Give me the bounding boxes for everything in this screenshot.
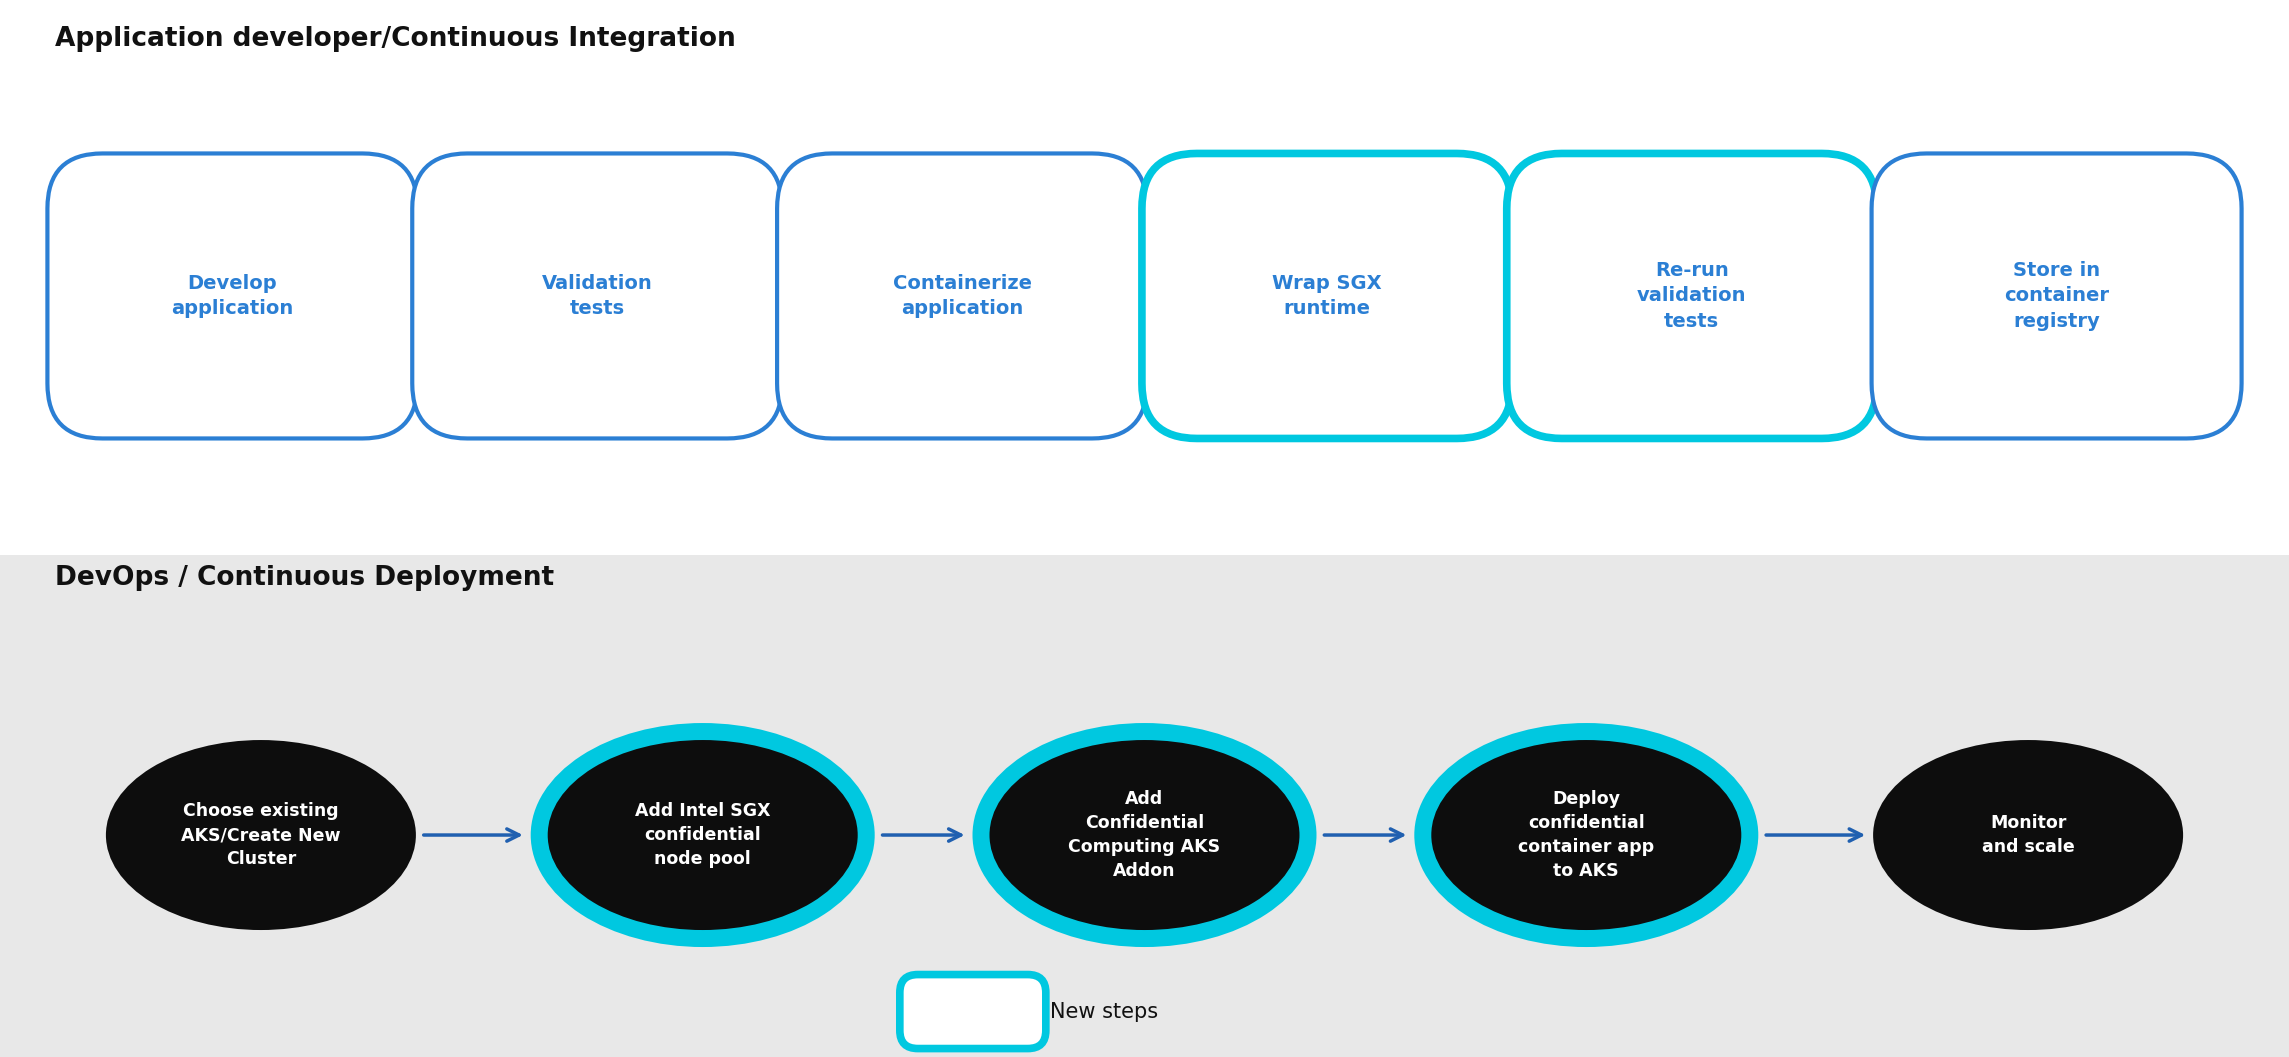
Text: Store in
container
registry: Store in container registry <box>2005 261 2108 331</box>
Text: Application developer/Continuous Integration: Application developer/Continuous Integra… <box>55 26 735 53</box>
Ellipse shape <box>105 740 417 930</box>
Text: Re-run
validation
tests: Re-run validation tests <box>1637 261 1747 331</box>
Text: DevOps / Continuous Deployment: DevOps / Continuous Deployment <box>55 565 554 592</box>
FancyBboxPatch shape <box>412 153 783 439</box>
Ellipse shape <box>1872 740 2184 930</box>
FancyBboxPatch shape <box>900 975 1046 1049</box>
Text: New steps: New steps <box>1051 1002 1158 1021</box>
Text: Wrap SGX
runtime: Wrap SGX runtime <box>1273 274 1383 318</box>
FancyBboxPatch shape <box>1506 153 1877 439</box>
Text: Monitor
and scale: Monitor and scale <box>1982 814 2074 856</box>
Text: Develop
application: Develop application <box>172 274 293 318</box>
Text: Validation
tests: Validation tests <box>542 274 652 318</box>
Ellipse shape <box>1431 740 1742 930</box>
Text: Choose existing
AKS/Create New
Cluster: Choose existing AKS/Create New Cluster <box>181 801 341 869</box>
FancyBboxPatch shape <box>48 153 417 439</box>
Ellipse shape <box>1415 723 1758 947</box>
FancyBboxPatch shape <box>776 153 1147 439</box>
Text: Deploy
confidential
container app
to AKS: Deploy confidential container app to AKS <box>1518 790 1655 880</box>
Text: Containerize
application: Containerize application <box>893 274 1032 318</box>
Ellipse shape <box>547 740 858 930</box>
FancyBboxPatch shape <box>1872 153 2241 439</box>
Bar <box>0 555 2289 1057</box>
Ellipse shape <box>973 723 1316 947</box>
Ellipse shape <box>989 740 1300 930</box>
Text: Add
Confidential
Computing AKS
Addon: Add Confidential Computing AKS Addon <box>1069 790 1220 880</box>
Bar <box>0 0 2289 555</box>
Ellipse shape <box>531 723 874 947</box>
Text: Add Intel SGX
confidential
node pool: Add Intel SGX confidential node pool <box>634 801 771 869</box>
FancyBboxPatch shape <box>1142 153 1513 439</box>
